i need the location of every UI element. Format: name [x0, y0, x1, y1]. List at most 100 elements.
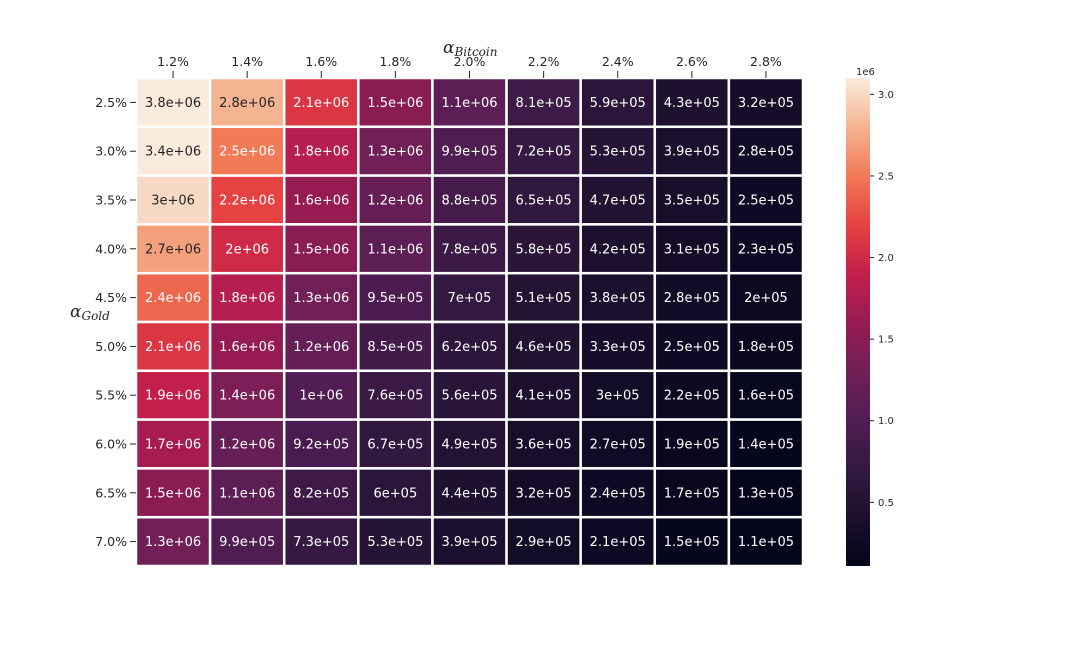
heatmap-cell	[505, 320, 582, 373]
y-tick-label: 4.5%	[95, 290, 127, 305]
cell-label: 9.9e+05	[219, 535, 275, 550]
cell-label: 1.3e+06	[293, 291, 349, 306]
cell-label: 3.4e+06	[145, 145, 201, 160]
cell-label: 2e+06	[225, 242, 269, 257]
heatmap-cell	[727, 223, 805, 275]
cell-label: 2.8e+05	[738, 145, 794, 160]
cell-label: 1.8e+05	[738, 340, 794, 355]
colorbar-tick-label: 1.0	[878, 416, 894, 427]
cell-label: 8.1e+05	[516, 96, 572, 111]
y-tick-label: 7.0%	[95, 534, 127, 549]
cell-label: 4.9e+05	[441, 438, 497, 453]
heatmap-cell	[727, 418, 805, 470]
heatmap-cell	[579, 125, 657, 177]
cell-label: 3.6e+05	[516, 438, 572, 453]
colorbar-tick-label: 1.5	[878, 335, 894, 346]
cell-label: 1.5e+06	[293, 242, 349, 257]
colorbar-tick-label: 3.0	[878, 90, 894, 101]
cell-label: 2e+05	[744, 291, 788, 306]
heatmap-cell	[357, 223, 434, 275]
cell-label: 1.4e+05	[738, 438, 794, 453]
x-tick-label: 2.2%	[528, 54, 560, 69]
cell-label: 1.3e+05	[738, 486, 794, 501]
x-tick-label: 2.6%	[676, 54, 708, 69]
cell-label: 1.4e+06	[219, 389, 275, 404]
y-tick-label: 3.0%	[95, 144, 127, 159]
cell-label: 1e+06	[299, 389, 343, 404]
x-tick-label: 1.2%	[157, 54, 189, 69]
cell-label: 7e+05	[448, 291, 492, 306]
heatmap-cell	[357, 515, 434, 568]
cell-label: 1.2e+06	[367, 194, 423, 209]
cell-label: 5.3e+05	[367, 535, 423, 550]
cell-label: 2.5e+06	[219, 145, 275, 160]
cell-label: 1.9e+06	[145, 389, 201, 404]
heatmap-cell	[208, 223, 286, 275]
cell-label: 5.8e+05	[516, 242, 572, 257]
cell-label: 4.2e+05	[590, 242, 646, 257]
heatmap-cell	[134, 467, 212, 519]
cell-label: 1.5e+06	[145, 486, 201, 501]
cell-label: 1.8e+06	[293, 145, 349, 160]
cell-label: 7.6e+05	[367, 389, 423, 404]
y-axis-title-sub: Gold	[81, 309, 110, 323]
heatmap-cell	[134, 320, 212, 373]
heatmap-cell	[431, 515, 508, 568]
cell-label: 2.5e+05	[664, 340, 720, 355]
heatmap-cell	[357, 174, 434, 226]
cell-label: 1.5e+05	[664, 535, 720, 550]
cell-label: 3.1e+05	[664, 242, 720, 257]
x-tick-label: 1.8%	[380, 54, 412, 69]
y-tick-label: 6.0%	[95, 437, 127, 452]
cell-label: 1.1e+06	[441, 96, 497, 111]
cell-label: 1.8e+06	[219, 291, 275, 306]
heatmap-cell	[357, 418, 434, 470]
heatmap-cell	[282, 320, 360, 373]
x-tick-label: 1.4%	[231, 54, 263, 69]
heatmap-cell	[431, 418, 508, 470]
x-tick-label: 2.8%	[750, 54, 782, 69]
cell-label: 2.7e+05	[590, 438, 646, 453]
y-tick-label: 5.0%	[95, 339, 127, 354]
cell-label: 7.3e+05	[293, 535, 349, 550]
x-tick-label: 2.0%	[454, 54, 486, 69]
y-tick-label: 3.5%	[95, 193, 127, 208]
cell-label: 2.3e+05	[738, 242, 794, 257]
cell-label: 2.2e+06	[219, 194, 275, 209]
colorbar	[846, 78, 870, 566]
heatmap-cell	[727, 467, 805, 519]
heatmap-cell	[727, 320, 805, 373]
cell-label: 4.6e+05	[516, 340, 572, 355]
heatmap-cell	[431, 467, 508, 519]
cell-label: 8.2e+05	[293, 486, 349, 501]
cell-label: 1.5e+06	[367, 96, 423, 111]
heatmap-cell	[505, 418, 582, 470]
heatmap-cells: 3.8e+06 2.8e+06 2.1e+06 1.5e+06 1.1e+06 8.1e+…	[134, 76, 805, 568]
cell-label: 2.1e+06	[145, 340, 201, 355]
cell-label: 3.5e+05	[664, 194, 720, 209]
heatmap-cell	[282, 418, 360, 470]
cell-label: 2.8e+05	[664, 291, 720, 306]
cell-label: 4.7e+05	[590, 194, 646, 209]
x-tick-label: 2.4%	[602, 54, 634, 69]
cell-label: 5.3e+05	[590, 145, 646, 160]
cell-label: 3.8e+06	[145, 96, 201, 111]
cell-label: 2.1e+05	[590, 535, 646, 550]
heatmap-cell	[431, 369, 508, 421]
cell-label: 6e+05	[374, 486, 418, 501]
cell-label: 8.5e+05	[367, 340, 423, 355]
cell-label: 8.8e+05	[441, 194, 497, 209]
cell-label: 6.7e+05	[367, 438, 423, 453]
cell-label: 1.2e+06	[293, 340, 349, 355]
heatmap-cell	[134, 271, 212, 324]
cell-label: 9.5e+05	[367, 291, 423, 306]
heatmap-cell	[727, 515, 805, 568]
heatmap-cell	[208, 467, 286, 519]
x-axis-ticks: 1.2% 1.4% 1.6% 1.8% 2.0% 2.2% 2.4% 2.6% 2.8%	[157, 54, 782, 78]
y-axis-title-base: α	[70, 302, 82, 322]
x-tick-label: 1.6%	[305, 54, 337, 69]
cell-label: 1.1e+06	[367, 242, 423, 257]
cell-label: 2.1e+06	[293, 96, 349, 111]
cell-label: 5.9e+05	[590, 96, 646, 111]
cell-label: 1.7e+06	[145, 438, 201, 453]
